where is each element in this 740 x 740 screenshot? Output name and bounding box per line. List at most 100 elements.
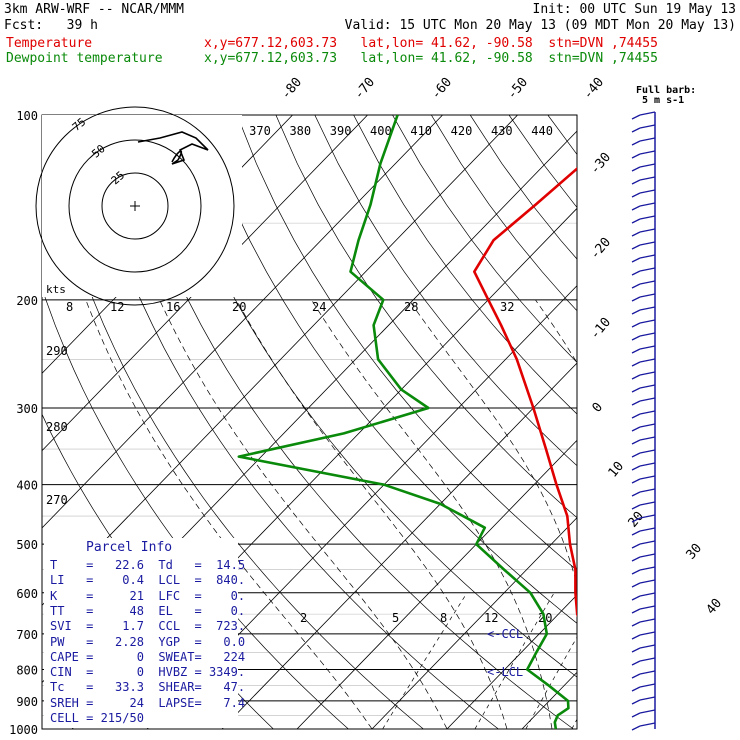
wind-barb [639,332,656,337]
dry-adiabat [587,115,740,729]
isotherm-label: -80 [279,75,306,103]
wind-barb [639,358,656,363]
pressure-tick-label: 600 [16,587,38,601]
wind-barb [639,137,656,142]
dry-adiabat-label: 280 [46,420,68,434]
wind-barb-flag [631,400,641,406]
wind-barb [639,176,656,181]
parcel-info-row: CIN = 0 HVBZ = 3349. [50,665,246,680]
wind-barb [639,488,656,493]
wind-barb [639,553,656,558]
wind-barb-flag [631,244,641,250]
wind-barb [639,423,656,428]
wind-barb-flag [631,270,641,276]
wind-barb-flag [631,673,641,679]
wind-barb [639,631,656,636]
wind-barb-flag [631,452,641,458]
moist-adiabat-label: 410 [410,124,432,138]
wind-barb-flag [631,413,641,419]
hodograph-units-label: kts [46,283,66,296]
isotherm-label: -20 [588,235,615,263]
wind-barb-flag [631,257,641,263]
isotherm-label: 40 [704,596,726,618]
isotherm-label: -60 [429,75,456,103]
wind-barb-flag [631,283,641,289]
hodograph-ring [35,106,235,306]
wind-barb-flag [631,647,641,653]
hodograph-scale-label: 28 [404,300,418,314]
isotherm [597,115,740,729]
wind-barb-flag [631,608,641,614]
wind-barb [639,267,656,272]
mixing-ratio-label: 12 [484,611,498,625]
hodograph-bg [42,115,242,297]
pressure-tick-label: 1000 [9,723,38,737]
parcel-info-row: CELL = 215/50 [50,711,144,725]
isotherm [296,439,577,729]
wind-barb [639,371,656,376]
wind-barb-flag [631,374,641,380]
parcel-info-row: SVI = 1.7 CCL = 723. [50,619,246,634]
isotherm-label: 30 [684,541,706,563]
temperature-location: x,y=677.12,603.73 lat,lon= 41.62, -90.58… [204,36,658,51]
hodograph-scale-label: 20 [232,300,246,314]
dry-adiabat [314,115,577,467]
dry-adiabat [703,115,740,729]
isotherm [371,517,577,729]
parcel-info-row: LI = 0.4 LCL = 840. [50,573,246,588]
wind-barb-flag [631,465,641,471]
wind-barb [639,410,656,415]
pressure-tick-label: 900 [16,695,38,709]
isotherm [521,671,577,729]
wind-barb [639,579,656,584]
dewpoint-line [237,115,570,729]
wind-barb [639,683,656,688]
moist-adiabat [159,299,448,729]
wind-barb-flag [631,322,641,328]
mixing-ratio-line [571,718,577,729]
wind-barb [639,163,656,168]
wind-barb [639,280,656,285]
wind-barb-flag [631,153,641,159]
isotherm [42,115,518,606]
wind-barb-flag [631,634,641,640]
wind-barb-flag [631,582,641,588]
wind-barb [639,605,656,610]
hodograph-scale-label: 12 [110,300,124,314]
wind-barb [639,657,656,662]
dry-adiabat-label: 290 [46,344,68,358]
wind-barb-flag [631,127,641,133]
wind-barb [639,397,656,402]
wind-barb [639,501,656,506]
wind-barb-flag [631,361,641,367]
dry-adiabat [275,115,577,519]
wind-barb [639,722,656,727]
wind-barb-flag [631,309,641,315]
wind-barb [639,293,656,298]
wind-barb-flag [631,296,641,302]
pressure-tick-label: 400 [16,479,38,493]
wind-barb [639,202,656,207]
isotherm-label: 10 [606,459,628,481]
isotherm-label: -70 [352,75,379,103]
wind-barb [639,189,656,194]
dry-adiabat [197,115,577,624]
hodograph-scale-label: 16 [166,300,180,314]
moist-adiabat [679,300,709,729]
mixing-ratio-label: 2 [300,611,307,625]
wind-barb-flag [631,556,641,562]
wind-barb-flag [631,335,641,341]
wind-barb-flag [631,621,641,627]
pressure-tick-label: 300 [16,402,38,416]
isotherm-label: 0 [590,400,607,416]
wind-barb-flag [631,699,641,705]
wind-legend-units: 5 m s-1 [642,95,684,106]
wind-barb [639,592,656,597]
wind-legend-title: Full barb: [636,85,696,96]
wind-barb [639,670,656,675]
wind-barb [639,215,656,220]
moist-adiabat-label: 420 [451,124,473,138]
parcel-info-title: Parcel Info [86,540,173,555]
moist-adiabat [311,299,553,729]
